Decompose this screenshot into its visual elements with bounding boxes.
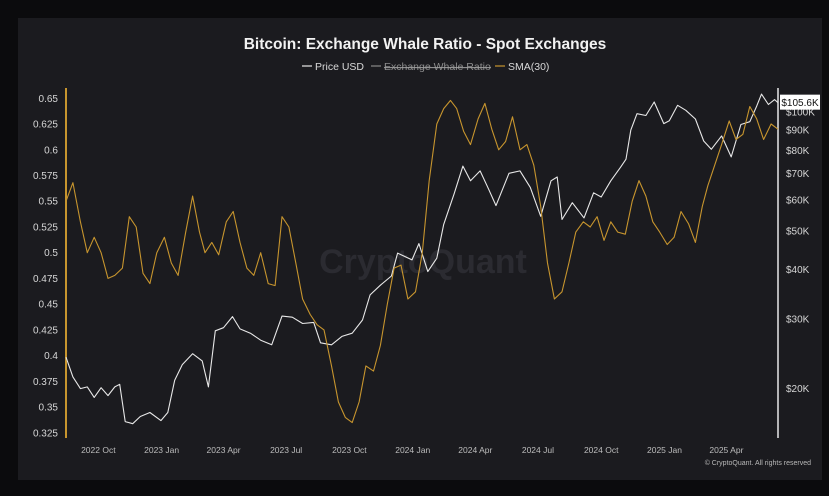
legend-item-price[interactable]: Price USD — [302, 61, 364, 73]
right-tick-label: $40K — [786, 265, 810, 276]
legend-label-whale-ratio: Exchange Whale Ratio — [384, 61, 491, 73]
sma30-line — [65, 99, 779, 424]
right-tick-label: $20K — [786, 384, 810, 395]
chart-title: Bitcoin: Exchange Whale Ratio - Spot Exc… — [244, 36, 607, 53]
x-tick-label: 2023 Apr — [207, 445, 241, 455]
x-tick-label: 2023 Jul — [270, 445, 302, 455]
right-tick-label: $100K — [786, 108, 815, 119]
x-tick-label: 2024 Apr — [458, 445, 492, 455]
left-tick-label: 0.6 — [44, 145, 58, 156]
x-tick-label: 2024 Jan — [395, 445, 430, 455]
left-tick-label: 0.325 — [33, 428, 58, 439]
x-tick-label: 2023 Jan — [144, 445, 179, 455]
left-tick-label: 0.525 — [33, 222, 58, 233]
legend-label-price: Price USD — [315, 61, 364, 73]
right-tick-label: $50K — [786, 227, 810, 238]
right-tick-label: $80K — [786, 146, 810, 157]
current-price-badge — [780, 94, 820, 110]
chart-frame: CryptoQuant Bitcoin: Exchange Whale Rati… — [18, 18, 822, 480]
current-price-text: $105.6K — [781, 98, 819, 109]
x-tick-label: 2025 Jan — [647, 445, 682, 455]
left-tick-label: 0.575 — [33, 171, 58, 182]
left-tick-label: 0.55 — [39, 197, 59, 208]
x-tick-label: 2023 Oct — [332, 445, 367, 455]
current-price-label: $105.6K — [780, 94, 820, 110]
copyright-credit: © CryptoQuant. All rights reserved — [705, 459, 811, 467]
x-tick-label: 2025 Apr — [709, 445, 743, 455]
left-tick-label: 0.5 — [44, 248, 58, 259]
right-tick-label: $30K — [786, 314, 810, 325]
left-axis: 0.65 0.625 0.6 0.575 0.55 0.525 0.5 0.475 0.45 0.… — [33, 88, 67, 439]
left-tick-label: 0.45 — [39, 300, 59, 311]
x-tick-label: 2022 Oct — [81, 445, 116, 455]
left-tick-label: 0.625 — [33, 120, 58, 131]
legend-label-sma: SMA(30) — [508, 61, 549, 73]
right-tick-label: $70K — [786, 169, 810, 180]
left-tick-label: 0.475 — [33, 274, 58, 285]
right-tick-label: $90K — [786, 126, 810, 137]
legend: Price USD Exchange Whale Ratio SMA(30) — [302, 61, 549, 73]
x-tick-label: 2024 Jul — [522, 445, 554, 455]
price-usd-line — [65, 93, 779, 425]
x-tick-label: 2024 Oct — [584, 445, 619, 455]
left-tick-label: 0.4 — [44, 351, 58, 362]
legend-item-sma[interactable]: SMA(30) — [495, 61, 549, 73]
left-tick-label: 0.65 — [39, 94, 59, 105]
x-axis: 2022 Oct 2023 Jan 2023 Apr 2023 Jul 2023 Oct… — [81, 445, 744, 455]
series-layer — [65, 93, 779, 425]
legend-item-whale-ratio[interactable]: Exchange Whale Ratio — [371, 61, 491, 73]
left-tick-label: 0.35 — [39, 403, 59, 414]
right-tick-label: $60K — [786, 195, 810, 206]
left-tick-label: 0.375 — [33, 377, 58, 388]
left-tick-label: 0.425 — [33, 325, 58, 336]
chart: CryptoQuant Bitcoin: Exchange Whale Rati… — [33, 36, 820, 467]
right-axis: $20K $30K $40K $50K $60K $70K $80K $90K $100K — [777, 88, 815, 438]
